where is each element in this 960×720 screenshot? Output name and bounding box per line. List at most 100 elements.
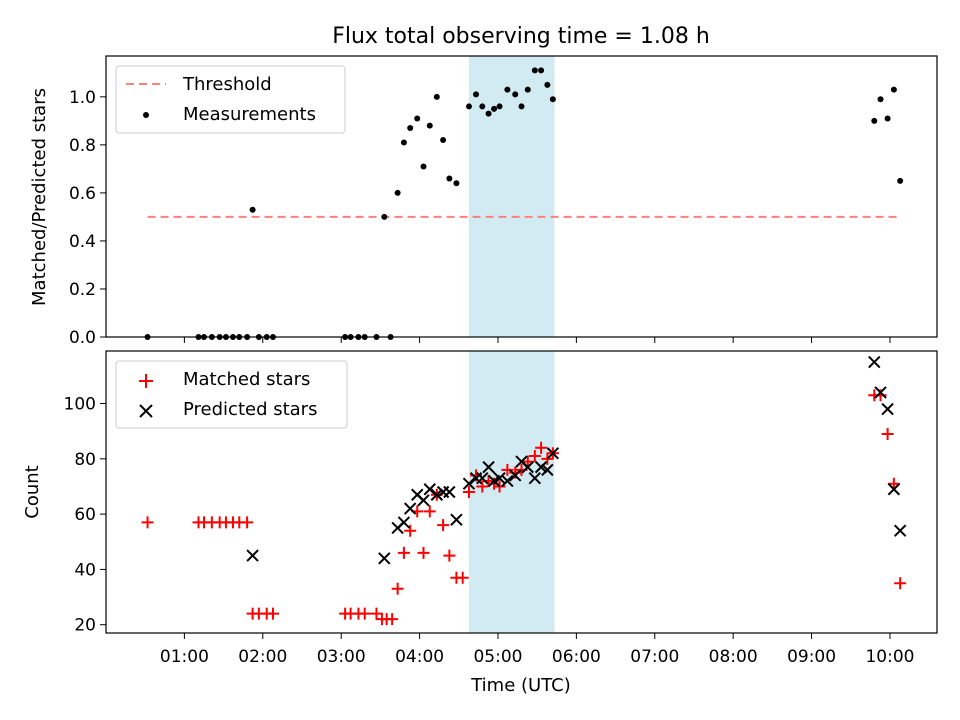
matched-star-marker bbox=[423, 505, 436, 518]
matched-star-marker bbox=[266, 607, 279, 620]
legend-matched-swatch bbox=[139, 374, 153, 388]
top-y-tick-label: 0.8 bbox=[69, 136, 96, 156]
matched-star-marker bbox=[456, 571, 469, 584]
top-plot-frame bbox=[105, 55, 938, 338]
legend-measurements-label: Measurements bbox=[183, 104, 316, 125]
legend-predicted-swatch bbox=[139, 404, 153, 418]
bottom-y-tick-label: 60 bbox=[74, 505, 96, 525]
predicted-star-marker bbox=[874, 386, 887, 399]
x-tick-label: 04:00 bbox=[395, 647, 444, 667]
predicted-points bbox=[246, 355, 907, 565]
top-x-axis bbox=[183, 337, 891, 343]
matched-star-marker bbox=[391, 582, 404, 595]
bottom-y-tick-label: 20 bbox=[74, 616, 96, 636]
bottom-y-tick-label: 100 bbox=[64, 395, 96, 415]
measurement-point bbox=[549, 96, 556, 103]
predicted-star-marker bbox=[443, 485, 456, 499]
x-tick-label: 03:00 bbox=[317, 647, 366, 667]
matched-star-marker bbox=[887, 477, 900, 490]
bottom-x-axis: 01:00 02:00 03:00 04:00 05:00 06:00 07:00 08:00… bbox=[160, 633, 914, 667]
measurement-point bbox=[249, 206, 256, 213]
matched-star-marker bbox=[881, 427, 894, 440]
predicted-star-marker bbox=[246, 549, 259, 562]
matched-star-marker bbox=[437, 519, 450, 532]
measurement-point bbox=[394, 189, 401, 196]
chart-title: Flux total observing time = 1.08 h bbox=[332, 24, 710, 49]
measurement-point bbox=[518, 103, 525, 110]
top-y-tick-label: 0.0 bbox=[69, 328, 96, 348]
measurement-point bbox=[420, 163, 427, 170]
predicted-star-marker bbox=[534, 460, 548, 474]
matched-star-marker bbox=[397, 546, 410, 559]
matched-star-marker bbox=[386, 613, 399, 626]
matched-star-marker bbox=[493, 480, 506, 493]
top-legend: Threshold Measurements bbox=[115, 65, 346, 134]
matched-star-marker bbox=[528, 450, 541, 463]
x-tick-label: 06:00 bbox=[552, 647, 601, 667]
measurement-point bbox=[524, 86, 531, 93]
x-tick-label: 07:00 bbox=[630, 647, 679, 667]
measurement-points bbox=[144, 67, 904, 340]
top-y-tick-label: 1.0 bbox=[69, 88, 96, 108]
matched-star-marker bbox=[370, 607, 383, 620]
predicted-star-marker bbox=[450, 513, 463, 526]
predicted-star-marker bbox=[881, 402, 894, 416]
bottom-y-tick-label: 40 bbox=[74, 560, 96, 580]
top-legend-box bbox=[115, 65, 346, 134]
measurement-point bbox=[473, 91, 480, 98]
measurement-point bbox=[453, 180, 460, 187]
bottom-y-axis: 20 40 60 80 100 bbox=[64, 395, 106, 636]
measurement-point bbox=[877, 96, 884, 103]
predicted-star-marker bbox=[493, 471, 506, 485]
x-tick-label: 09:00 bbox=[787, 647, 836, 667]
legend-measurement-swatch bbox=[143, 112, 149, 118]
x-axis-label: Time (UTC) bbox=[470, 675, 571, 696]
x-tick-label: 08:00 bbox=[709, 647, 758, 667]
predicted-star-marker bbox=[403, 502, 417, 515]
matched-star-marker bbox=[462, 486, 475, 498]
measurement-point bbox=[400, 139, 407, 146]
legend-threshold-label: Threshold bbox=[182, 74, 272, 95]
predicted-star-marker bbox=[476, 471, 489, 485]
predicted-star-marker bbox=[462, 477, 476, 490]
measurement-point bbox=[538, 67, 545, 74]
bottom-y-axis-label: Count bbox=[22, 465, 43, 518]
predicted-star-marker bbox=[417, 494, 430, 507]
predicted-star-marker bbox=[430, 488, 444, 501]
predicted-star-marker bbox=[528, 471, 542, 485]
x-tick-label: 05:00 bbox=[473, 647, 522, 667]
matched-star-marker bbox=[404, 524, 417, 537]
predicted-star-marker bbox=[482, 460, 495, 474]
x-tick-label: 02:00 bbox=[238, 647, 287, 667]
matched-star-marker bbox=[501, 463, 514, 476]
x-tick-label: 01:00 bbox=[160, 647, 209, 667]
legend-predicted-label: Predicted stars bbox=[183, 399, 317, 420]
measurement-point bbox=[491, 105, 498, 112]
measurement-point bbox=[504, 86, 511, 93]
matched-star-marker bbox=[358, 607, 371, 620]
top-y-axis-label: Matched/Predicted stars bbox=[29, 88, 50, 306]
measurement-point bbox=[479, 103, 486, 110]
measurement-point bbox=[496, 103, 503, 110]
predicted-star-marker bbox=[893, 524, 907, 537]
bottom-legend: Matched stars Predicted stars bbox=[115, 360, 348, 429]
measurement-point bbox=[465, 103, 472, 110]
measurement-point bbox=[446, 175, 453, 182]
measurement-point bbox=[544, 81, 551, 88]
measurement-point bbox=[440, 137, 447, 144]
bottom-legend-box bbox=[115, 360, 348, 429]
matched-star-marker bbox=[521, 455, 534, 468]
x-tick-label: 10:00 bbox=[865, 647, 914, 667]
predicted-star-marker bbox=[887, 483, 901, 496]
top-panel: 0.0 0.2 0.4 0.6 0.8 1.0 Matched/Predicted sta… bbox=[29, 55, 938, 348]
matched-star-marker bbox=[417, 546, 430, 559]
measurement-point bbox=[433, 93, 440, 100]
bottom-plot-frame bbox=[105, 350, 938, 634]
top-highlight-span bbox=[468, 56, 555, 337]
predicted-star-marker bbox=[509, 469, 522, 482]
predicted-star-marker bbox=[541, 463, 554, 477]
measurement-point bbox=[890, 86, 897, 93]
matched-star-marker bbox=[241, 516, 254, 529]
predicted-star-marker bbox=[397, 516, 411, 529]
